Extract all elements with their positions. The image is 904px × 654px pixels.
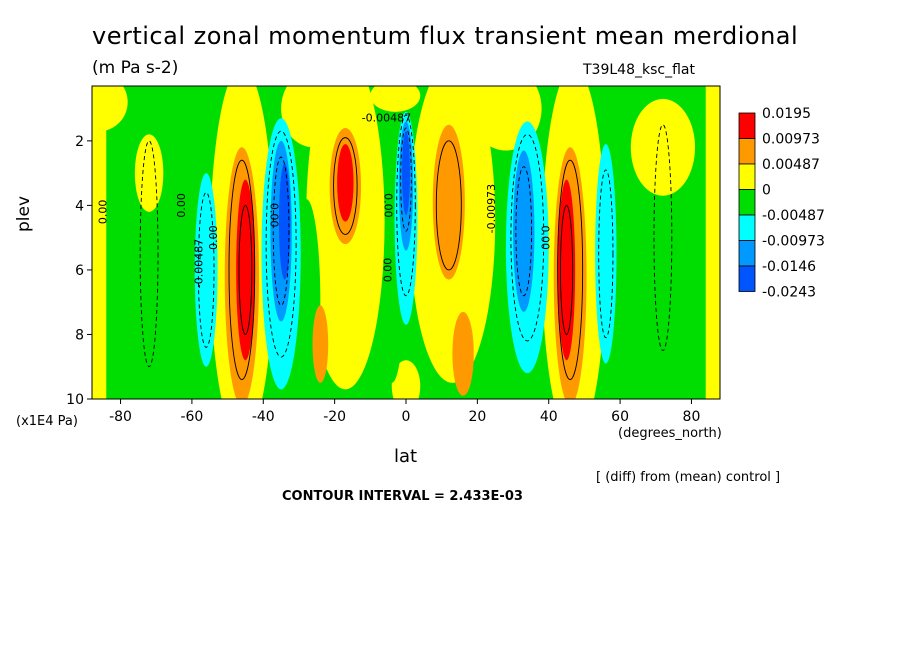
legend-label: -0.00487 bbox=[762, 208, 825, 224]
field-yellow bbox=[370, 86, 421, 112]
contour-label: -0.00487 bbox=[193, 239, 206, 288]
y-tick-label: 4 bbox=[75, 198, 84, 214]
y-axis-units: (x1E4 Pa) bbox=[16, 414, 78, 429]
chart-title: vertical zonal momentum flux transient m… bbox=[92, 22, 799, 50]
contour-label: -0.00973 bbox=[485, 184, 498, 233]
contour-line bbox=[435, 140, 462, 271]
run-id: T39L48_ksc_flat bbox=[583, 62, 695, 78]
contour-line bbox=[265, 130, 297, 358]
contour-line bbox=[400, 127, 412, 232]
legend-swatch bbox=[738, 214, 756, 241]
legend-label: -0.0243 bbox=[762, 285, 816, 301]
contour-line bbox=[560, 204, 574, 335]
legend-swatch bbox=[738, 189, 756, 216]
field-orange bbox=[452, 311, 474, 396]
field-yellow bbox=[92, 86, 128, 132]
contour-line bbox=[510, 133, 545, 342]
contour-line bbox=[228, 159, 256, 381]
field-yellow bbox=[134, 134, 164, 212]
legend-swatch bbox=[738, 240, 756, 267]
x-tick-label: -80 bbox=[109, 409, 132, 425]
y-tick-label: 6 bbox=[75, 263, 84, 279]
contour-label: 0.00 bbox=[207, 225, 220, 250]
contour-label: 0.00 bbox=[96, 200, 109, 225]
x-axis-label: lat bbox=[394, 446, 418, 467]
field-green bbox=[381, 253, 403, 383]
x-axis-units: (degrees_north) bbox=[618, 426, 722, 441]
contour-label: -0.00487 bbox=[362, 111, 411, 124]
x-tick-label: -20 bbox=[323, 409, 346, 425]
contour-line bbox=[197, 192, 215, 348]
x-tick-label: 40 bbox=[540, 409, 558, 425]
contour-label: 0.00 bbox=[539, 225, 552, 250]
contour-line bbox=[272, 156, 290, 306]
contour-label: 0.00 bbox=[382, 258, 395, 283]
contour-line bbox=[598, 169, 614, 339]
legend-label: 0.00487 bbox=[762, 157, 820, 173]
legend-swatch bbox=[738, 112, 756, 139]
legend-label: 0 bbox=[762, 183, 771, 199]
x-tick-label: 20 bbox=[468, 409, 486, 425]
contour-line bbox=[515, 166, 533, 297]
field-orange bbox=[432, 124, 465, 280]
x-tick-label: 0 bbox=[402, 409, 411, 425]
contour-label: 0.00 bbox=[267, 203, 280, 228]
legend-label: -0.0146 bbox=[762, 259, 816, 275]
field-yellow bbox=[391, 360, 421, 399]
contour-line bbox=[139, 140, 159, 368]
contour-label: 0.00 bbox=[175, 193, 188, 218]
legend-label: -0.00973 bbox=[762, 234, 825, 250]
legend: 0.0195 0.00973 0.00487 0 -0.00487 -0.00973 -0.… bbox=[738, 106, 825, 301]
contour-line bbox=[653, 124, 673, 352]
y-tick-label: 10 bbox=[66, 392, 84, 408]
legend-label: 0.00973 bbox=[762, 132, 820, 148]
field-yellow bbox=[92, 86, 107, 399]
x-tick-label: -60 bbox=[180, 409, 203, 425]
field-yellow bbox=[705, 86, 720, 399]
field-midblue bbox=[513, 150, 535, 312]
legend-swatch bbox=[738, 163, 756, 190]
chart-units: (m Pa s-2) bbox=[92, 58, 179, 78]
contour-line bbox=[238, 204, 253, 335]
field-red bbox=[337, 144, 354, 222]
x-tick-label: 60 bbox=[611, 409, 629, 425]
field-yellow bbox=[630, 98, 696, 196]
contour-label: 0.00 bbox=[382, 193, 395, 218]
y-tick-label: 2 bbox=[75, 134, 84, 150]
legend-swatch bbox=[738, 265, 756, 292]
contour-line bbox=[557, 159, 584, 381]
field-yellow bbox=[281, 86, 346, 148]
contour-line bbox=[333, 137, 358, 235]
legend-swatch bbox=[738, 138, 756, 165]
diff-footnote: [ (diff) from (mean) control ] bbox=[596, 470, 781, 485]
legend-label: 0.0195 bbox=[762, 106, 811, 122]
field-orange bbox=[312, 305, 329, 383]
field-deepblue bbox=[402, 131, 410, 216]
contour-interval: CONTOUR INTERVAL = 2.433E-03 bbox=[282, 489, 523, 504]
contour-line bbox=[396, 114, 416, 297]
x-tick-label: -40 bbox=[252, 409, 275, 425]
x-tick-label: 80 bbox=[683, 409, 701, 425]
y-tick-label: 8 bbox=[75, 327, 84, 343]
